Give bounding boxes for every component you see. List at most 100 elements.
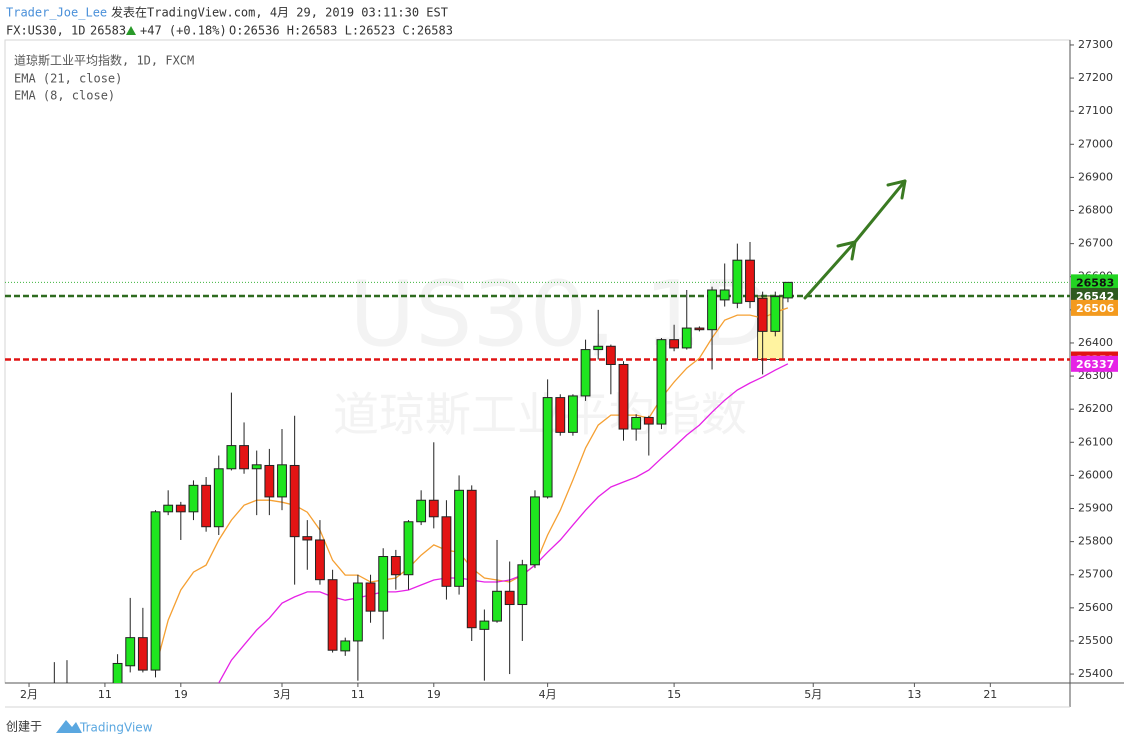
footer-brand[interactable]: TradingView <box>79 721 153 735</box>
candle-body <box>175 504 186 513</box>
price-label: 26542 <box>1076 290 1114 303</box>
price-label: 26337 <box>1076 358 1114 371</box>
candle-body <box>643 416 654 425</box>
y-tick-label: 26900 <box>1078 170 1113 183</box>
arrow <box>803 179 907 300</box>
candle-body <box>163 504 174 513</box>
legend-ema8: EMA (8, close) <box>14 89 115 103</box>
candle-body <box>251 464 262 470</box>
x-tick-label: 5月 <box>804 688 822 701</box>
candle-body <box>365 582 376 612</box>
candle-body <box>264 464 275 498</box>
candle-body <box>542 397 553 498</box>
y-tick-label: 27000 <box>1078 137 1113 150</box>
y-tick-label: 27200 <box>1078 71 1113 84</box>
candle-body <box>656 339 667 425</box>
candle-body <box>466 489 477 629</box>
price-label: 26583 <box>1076 276 1114 289</box>
candle-body <box>416 499 427 523</box>
candle-body <box>770 296 781 332</box>
x-tick-label: 4月 <box>539 688 557 701</box>
candle-body <box>580 349 591 397</box>
candle-body <box>694 327 705 331</box>
candle-body <box>504 590 515 606</box>
y-tick-label: 25700 <box>1078 568 1113 581</box>
last-price: 26583 <box>90 24 126 38</box>
x-tick-label: 11 <box>351 688 365 701</box>
candle-body <box>555 397 566 433</box>
candle-body <box>213 468 224 528</box>
candle-body <box>441 516 452 587</box>
candle-body <box>63 691 72 704</box>
candle-body <box>150 511 161 671</box>
candle-body <box>593 345 604 351</box>
candle-body <box>783 281 793 299</box>
candle-body <box>137 637 148 671</box>
y-tick-label: 27100 <box>1078 104 1113 117</box>
price-label-bg <box>1071 299 1118 316</box>
price-label: 26506 <box>1076 302 1115 315</box>
candle-body <box>567 395 578 433</box>
candle-body <box>315 539 325 581</box>
candle-body <box>188 484 199 513</box>
y-tick-label: 25400 <box>1078 667 1113 680</box>
candle-body <box>745 259 755 303</box>
candle-body <box>454 489 465 587</box>
legend-main: 道琼斯工业平均指数, 1D, FXCM <box>14 53 194 68</box>
candle-body <box>618 363 629 430</box>
author[interactable]: Trader_Joe_Lee <box>6 6 107 20</box>
candle-body <box>719 289 730 301</box>
candle-body <box>479 620 490 630</box>
candle-body <box>327 579 338 651</box>
y-tick-label: 26300 <box>1078 369 1113 382</box>
price-label-bg <box>1071 355 1118 372</box>
published: 发表在TradingView.com, 4月 29, 2019 03:11:30… <box>111 5 448 20</box>
y-tick-label: 25600 <box>1078 601 1113 614</box>
x-tick-label: 2月 <box>20 688 38 701</box>
x-tick-label: 19 <box>174 688 188 701</box>
candle-body <box>390 556 401 576</box>
y-tick-label: 26100 <box>1078 435 1113 448</box>
candle-body <box>530 496 540 566</box>
y-tick-label: 26000 <box>1078 468 1113 481</box>
y-tick-label: 26200 <box>1078 402 1113 415</box>
candle-body <box>757 297 768 332</box>
x-tick-label: 3月 <box>273 688 291 701</box>
y-tick-label: 26700 <box>1078 237 1113 250</box>
watermark-symbol: US30, 1D <box>349 262 770 367</box>
x-tick-label: 15 <box>667 688 681 701</box>
legend-ema21: EMA (21, close) <box>14 72 122 86</box>
candle-body <box>517 564 528 606</box>
candle-body <box>631 416 642 430</box>
x-tick-label: 21 <box>983 688 997 701</box>
ohlc: O:26536 H:26583 L:26523 C:26583 <box>229 24 453 38</box>
y-tick-label: 27300 <box>1078 38 1113 51</box>
candle-body <box>378 556 389 612</box>
candle-body <box>302 536 313 541</box>
brand-logo <box>56 720 82 733</box>
y-tick-label: 26400 <box>1078 336 1113 349</box>
candle-body <box>669 339 680 349</box>
candle-body <box>340 640 351 652</box>
candle-body <box>605 345 616 365</box>
candle-body <box>428 499 439 518</box>
up-triangle <box>126 26 136 35</box>
watermark-name: 道琼斯工业平均指数 <box>333 388 747 442</box>
candle-body <box>492 590 502 622</box>
plot-frame <box>4 39 1071 684</box>
candle-body <box>226 445 237 470</box>
plot <box>5 241 1070 704</box>
candle-body <box>352 582 363 642</box>
candle-body <box>403 521 414 576</box>
x-tick-label: 11 <box>98 688 112 701</box>
footer-created: 创建于 <box>6 720 42 734</box>
y-tick-label: 25800 <box>1078 535 1113 548</box>
price-label-bg <box>1071 274 1118 291</box>
candle-body <box>50 697 59 704</box>
x-tick-label: 13 <box>907 688 921 701</box>
candle-body <box>277 464 287 498</box>
candle-body <box>681 327 692 349</box>
candle-body <box>112 662 123 683</box>
candle-body <box>239 445 249 470</box>
